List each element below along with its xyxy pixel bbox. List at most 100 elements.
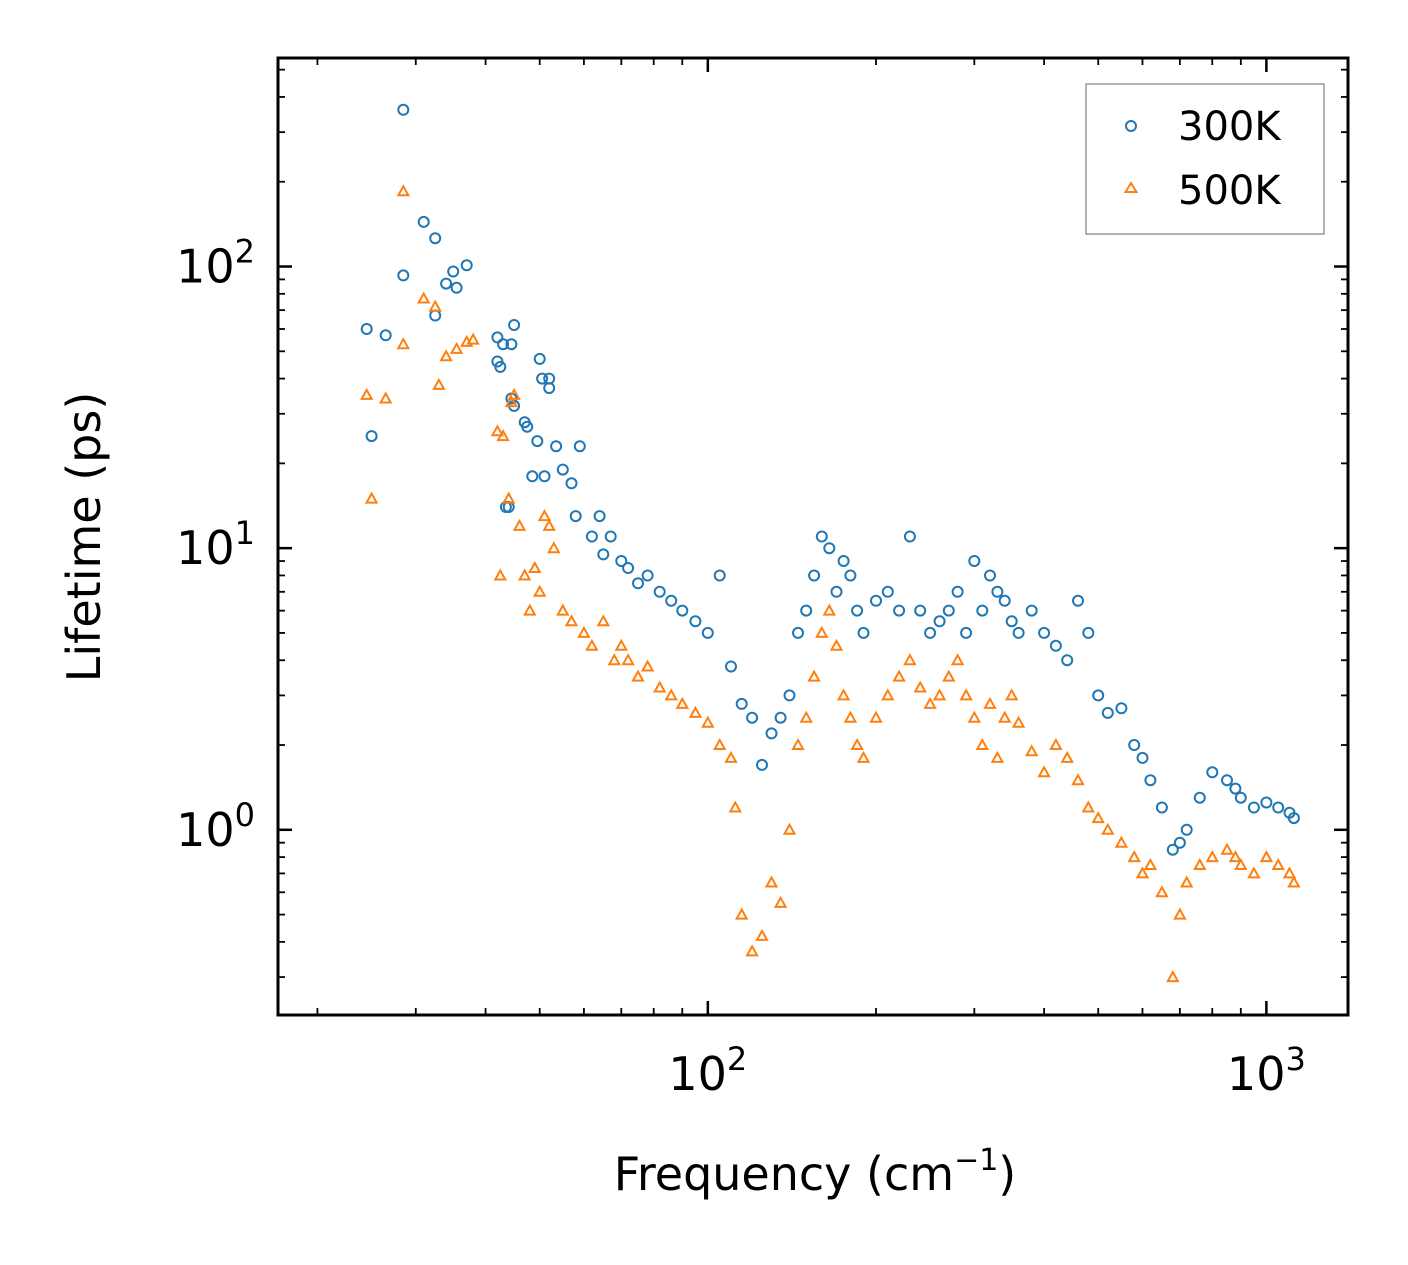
data-point [1038,626,1051,639]
data-point [397,103,410,116]
data-point [640,659,655,672]
data-point [856,750,871,763]
data-point [397,269,410,282]
data-point [502,491,516,504]
data-point [764,875,779,888]
data-point [1091,811,1105,824]
data-point [1114,835,1129,848]
legend-box [1085,83,1325,235]
data-point [573,440,586,453]
data-point [822,603,836,616]
data-point [823,542,836,555]
data-point [774,711,787,724]
data-point [1155,801,1168,814]
data-point [1234,857,1248,870]
data-point [507,387,521,400]
data-point [724,750,738,763]
data-point [983,696,997,709]
data-point [1025,604,1038,617]
data-point [360,387,374,400]
data-point [773,895,788,908]
data-point [942,669,956,682]
data-point [528,560,542,573]
data-point [1221,774,1233,787]
data-point [641,569,654,582]
data-point [701,626,714,639]
data-point [1173,836,1186,849]
data-point [396,337,410,350]
y-tick-label: 101 [176,514,255,575]
data-point [564,614,579,627]
data-point [565,477,578,490]
data-point [933,615,946,628]
data-point [869,710,883,723]
data-point [1272,801,1285,814]
data-point [556,463,569,476]
data-point [755,928,769,941]
data-point [675,696,689,709]
x-tick-label: 102 [668,1040,747,1101]
data-point [808,569,821,582]
data-point [556,603,570,616]
legend-label-300K: 300K [1178,104,1282,150]
data-point [950,653,965,666]
data-point [523,603,537,616]
data-point [843,710,858,723]
data-point [364,491,379,504]
data-point [1180,823,1193,836]
data-point [518,568,532,581]
data-point [1135,866,1150,879]
data-point [844,569,857,582]
data-point [621,653,635,666]
data-point [728,800,742,813]
data-point [585,638,599,651]
data-point [1092,689,1105,702]
data-point [836,688,851,701]
data-point [689,615,702,628]
data-point [1049,737,1063,750]
data-point [924,626,937,639]
data-point [508,319,521,331]
data-point [1287,875,1301,888]
data-point [1037,765,1051,778]
data-point [1005,688,1019,701]
data-point [533,584,547,597]
data-point [967,710,981,723]
data-point [1206,766,1219,779]
legend: 300K 500K [1085,83,1325,235]
data-point [449,341,464,354]
data-point [688,705,703,718]
data-point [538,470,551,483]
data-point [903,653,917,666]
data-point [614,638,628,651]
data-point [870,594,882,607]
data-point [850,737,864,750]
data-point [432,377,446,390]
legend-label-500K: 500K [1178,168,1282,214]
data-point [968,555,981,567]
y-tick-label: 102 [176,233,255,294]
data-point [466,332,480,345]
data-point [1061,654,1074,667]
data-point [497,338,510,351]
data-point [417,291,431,304]
data-point [746,711,759,724]
data-point [1144,774,1157,787]
data-point [951,585,964,598]
data-point [735,907,749,920]
data-point [494,360,507,373]
data-point [1260,796,1273,809]
data-point [1180,875,1194,888]
data-point [1287,812,1300,825]
data-point [799,710,813,723]
data-point [1229,782,1242,795]
data-point [1082,626,1095,639]
data-point [1234,791,1247,804]
data-point [542,518,556,531]
data-point [783,689,796,702]
data-point [1072,594,1084,607]
data-point [379,329,392,342]
data-point [830,585,843,598]
data-point [379,391,393,404]
